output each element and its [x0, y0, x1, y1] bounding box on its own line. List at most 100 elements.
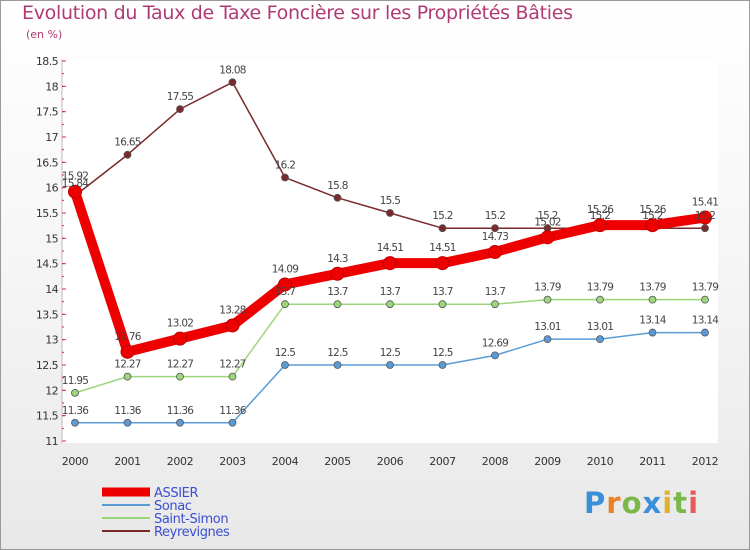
data-label-saint-simon: 13.7: [380, 286, 401, 298]
data-label-reyrevignes: 15.5: [380, 195, 401, 207]
data-point-assier: [330, 266, 345, 281]
y-tick-label: 18.5: [36, 55, 59, 68]
y-tick-label: 11: [45, 435, 58, 448]
data-label-assier: 14.73: [482, 231, 509, 243]
data-label-assier: 14.09: [272, 263, 299, 275]
data-point-saint-simon: [701, 295, 709, 304]
data-point-sonac: [228, 418, 237, 427]
legend-label-assier: ASSIER: [154, 486, 198, 501]
data-label-assier: 13.28: [219, 304, 246, 316]
data-label-saint-simon: 12.27: [219, 359, 246, 371]
data-label-saint-simon: 13.79: [587, 282, 614, 294]
data-point-reyrevignes: [438, 224, 447, 233]
data-label-reyrevignes: 16.65: [114, 137, 141, 149]
data-point-sonac: [596, 335, 604, 344]
x-tick-label: 2006: [377, 455, 404, 468]
x-tick-label: 2001: [114, 455, 140, 468]
data-point-saint-simon: [333, 300, 342, 309]
data-point-sonac: [71, 418, 79, 427]
data-point-reyrevignes: [701, 224, 709, 233]
data-point-sonac: [648, 328, 657, 337]
data-label-reyrevignes: 15.2: [432, 210, 453, 222]
data-label-assier: 14.3: [327, 253, 348, 265]
y-tick-label: 18: [45, 80, 58, 93]
data-label-sonac: 13.01: [534, 321, 561, 333]
data-point-saint-simon: [491, 300, 499, 309]
y-tick-label: 16.5: [36, 156, 59, 169]
data-label-saint-simon: 13.79: [639, 282, 666, 294]
data-label-sonac: 11.36: [114, 405, 142, 417]
legend-label-saint-simon: Saint-Simon: [154, 512, 228, 527]
data-label-reyrevignes: 16.2: [275, 160, 296, 172]
x-tick-label: 2011: [639, 455, 665, 468]
data-label-saint-simon: 13.7: [432, 286, 453, 298]
y-tick-label: 14.5: [36, 258, 59, 271]
data-label-assier: 15.26: [639, 204, 667, 216]
data-point-reyrevignes: [333, 193, 342, 202]
data-point-saint-simon: [123, 372, 132, 381]
data-point-assier: [435, 256, 450, 271]
data-point-saint-simon: [228, 372, 237, 381]
data-label-sonac: 13.14: [639, 315, 667, 327]
data-label-saint-simon: 13.79: [534, 282, 561, 294]
data-point-reyrevignes: [281, 173, 289, 182]
plot-area: [62, 59, 718, 443]
data-point-sonac: [333, 361, 342, 369]
legend-label-reyrevignes: Reyrevignes: [154, 525, 230, 540]
data-point-saint-simon: [386, 300, 394, 309]
data-point-assier: [698, 210, 712, 225]
x-tick-label: 2009: [534, 455, 561, 468]
legend-label-sonac: Sonac: [154, 499, 192, 514]
x-tick-label: 2008: [482, 455, 509, 468]
data-point-assier: [173, 331, 187, 346]
chart-subtitle: (en %): [26, 28, 63, 41]
x-tick-label: 2010: [587, 455, 614, 468]
x-tick-label: 2000: [62, 455, 89, 468]
data-point-assier: [540, 230, 555, 245]
data-label-assier: 14.51: [377, 242, 404, 254]
data-point-reyrevignes: [123, 150, 132, 159]
data-label-sonac: 13.01: [587, 321, 614, 333]
y-tick-label: 17.5: [36, 106, 59, 119]
data-label-sonac: 12.5: [327, 347, 348, 359]
y-tick-label: 16: [45, 182, 58, 195]
x-tick-label: 2007: [429, 455, 456, 468]
data-label-sonac: 13.14: [692, 315, 720, 327]
data-point-reyrevignes: [228, 78, 237, 87]
data-point-sonac: [438, 361, 447, 369]
data-label-sonac: 12.5: [380, 347, 401, 359]
data-point-saint-simon: [596, 295, 604, 304]
data-label-saint-simon: 13.79: [692, 282, 719, 294]
data-label-reyrevignes: 17.55: [167, 91, 194, 103]
data-point-saint-simon: [176, 372, 184, 381]
data-point-assier: [593, 218, 607, 233]
y-tick-label: 15: [45, 232, 58, 245]
data-label-saint-simon: 13.7: [275, 286, 296, 298]
y-tick-label: 12: [45, 384, 58, 397]
data-point-assier: [488, 245, 502, 260]
data-point-reyrevignes: [176, 105, 184, 114]
data-point-saint-simon: [543, 295, 552, 304]
y-tick-label: 15.5: [36, 207, 59, 220]
y-tick-label: 13: [45, 334, 58, 347]
data-point-saint-simon: [281, 300, 289, 309]
x-tick-label: 2003: [219, 455, 246, 468]
data-point-assier: [68, 184, 82, 199]
data-label-assier: 15.26: [587, 204, 615, 216]
x-tick-label: 2005: [324, 455, 351, 468]
data-label-reyrevignes: 15.2: [695, 210, 716, 222]
data-label-sonac: 11.36: [62, 405, 90, 417]
data-label-assier: 12.76: [114, 331, 142, 343]
data-point-saint-simon: [438, 300, 447, 309]
data-point-assier: [278, 277, 292, 292]
data-point-assier: [383, 256, 397, 271]
data-point-sonac: [543, 335, 552, 344]
data-point-sonac: [176, 418, 184, 427]
data-point-saint-simon: [71, 388, 79, 397]
y-tick-label: 12.5: [36, 359, 59, 372]
data-label-sonac: 11.36: [167, 405, 195, 417]
y-tick-label: 11.5: [36, 410, 59, 423]
chart-title: Evolution du Taux de Taxe Foncière sur l…: [22, 2, 573, 24]
data-label-saint-simon: 13.7: [485, 286, 506, 298]
